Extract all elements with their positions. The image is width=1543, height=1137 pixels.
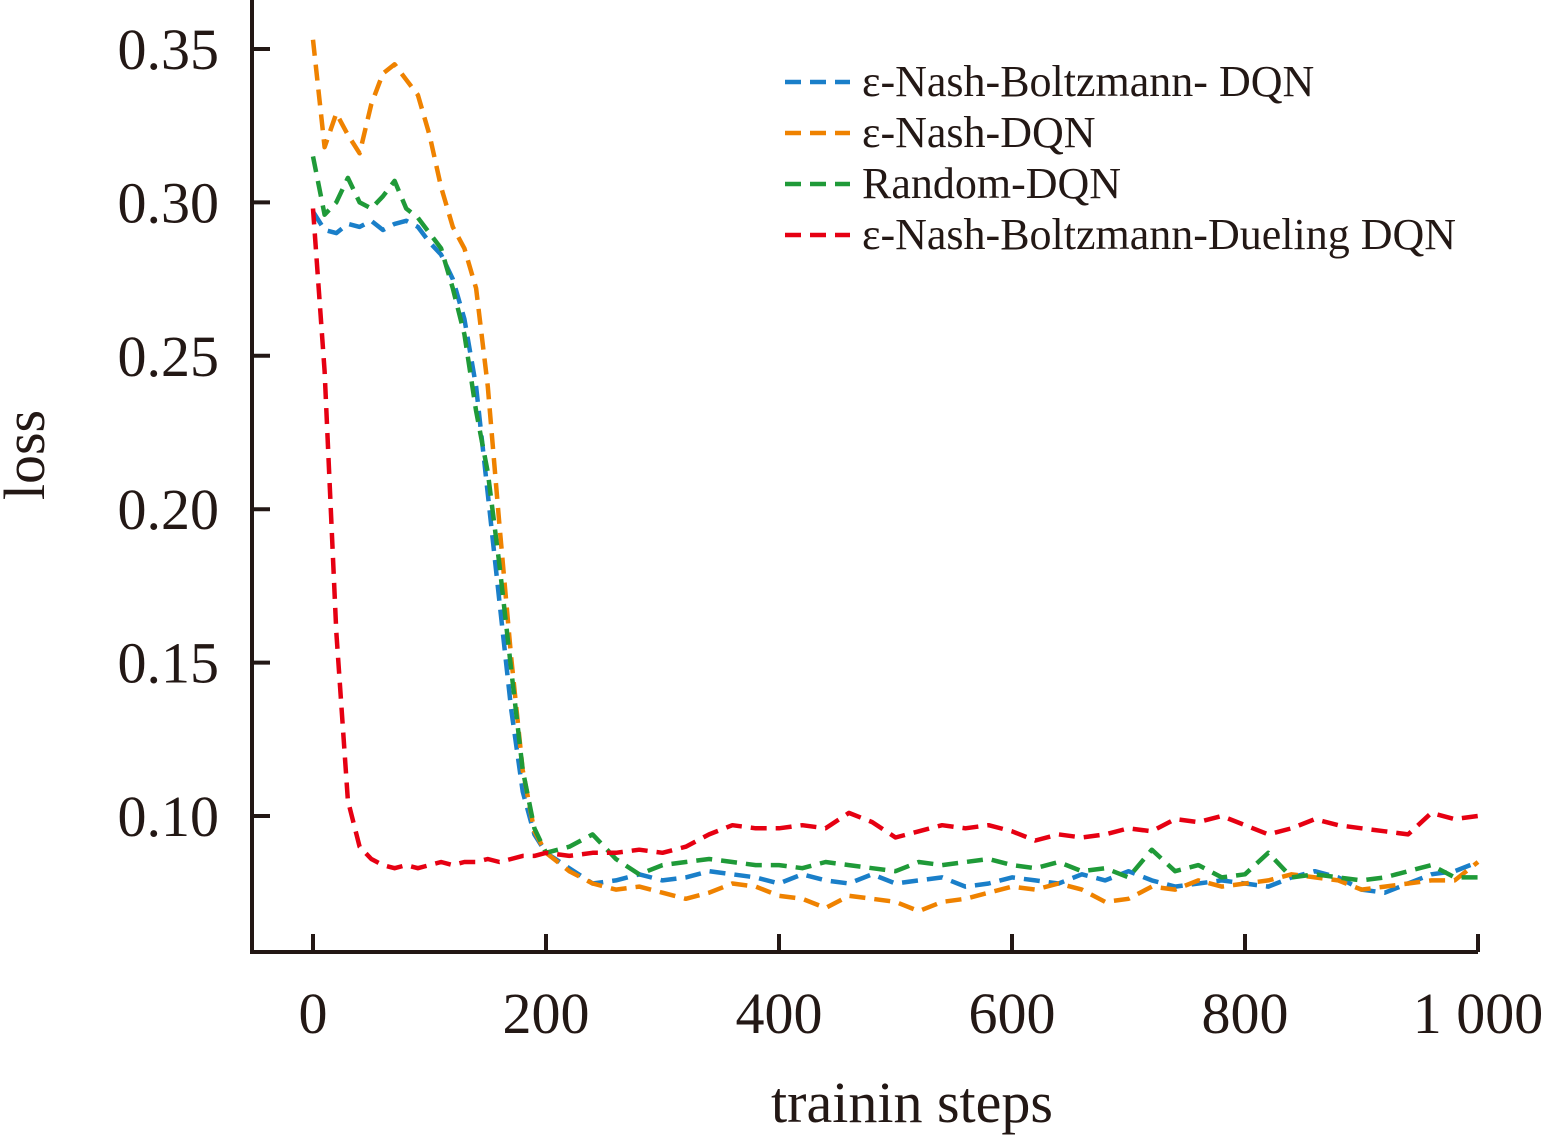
legend-label: ε-Nash-DQN — [862, 108, 1096, 157]
axis-frame — [250, 0, 1478, 954]
x-axis-ticks: 0 200 400 600 800 1 000 — [299, 934, 1543, 1046]
y-axis-title: loss — [0, 410, 57, 500]
y-tick-label: 0.30 — [118, 170, 220, 235]
x-tick-label: 400 — [736, 981, 823, 1046]
x-tick-label: 800 — [1202, 981, 1289, 1046]
y-tick-label: 0.15 — [118, 631, 220, 696]
y-tick-label: 0.20 — [118, 477, 220, 542]
legend-label: ε-Nash-Boltzmann- DQN — [862, 57, 1314, 106]
x-tick-label: 0 — [299, 981, 328, 1046]
y-tick-label: 0.10 — [118, 784, 220, 849]
y-tick-label: 0.35 — [118, 17, 220, 82]
series-line-2 — [310, 39, 1480, 914]
x-tick-label: 600 — [969, 981, 1056, 1046]
x-axis-title: trainin steps — [771, 1070, 1053, 1135]
axes — [250, 0, 1478, 954]
series-line-1 — [311, 210, 1479, 895]
legend-label: Random-DQN — [862, 159, 1121, 208]
legend-label: ε-Nash-Boltzmann-Dueling DQN — [862, 210, 1456, 259]
y-axis-ticks: 0.10 0.15 0.20 0.25 0.30 0.35 — [118, 17, 270, 849]
legend: ε-Nash-Boltzmann- DQNε-Nash-DQNRandom-DQ… — [785, 57, 1456, 259]
x-tick-label: 1 000 — [1413, 981, 1543, 1046]
y-tick-label: 0.25 — [118, 324, 220, 389]
plot-area — [310, 39, 1480, 914]
series-line-3 — [310, 155, 1478, 883]
x-tick-label: 200 — [503, 981, 590, 1046]
series-line-4 — [310, 208, 1479, 871]
